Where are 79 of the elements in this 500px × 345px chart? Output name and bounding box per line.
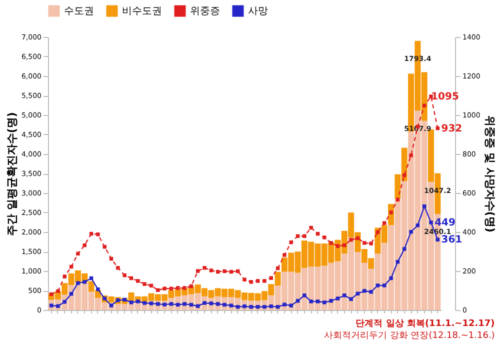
point (402, 247, 406, 251)
point (242, 278, 246, 282)
point (282, 253, 286, 257)
point (249, 280, 254, 284)
point (236, 305, 240, 309)
point (362, 241, 366, 245)
point (282, 302, 286, 306)
point (202, 266, 206, 270)
point (429, 220, 433, 224)
point (116, 266, 120, 270)
point (369, 290, 373, 294)
data-label: 1095 (431, 91, 459, 102)
point (409, 230, 413, 234)
point (322, 300, 326, 304)
point (96, 287, 100, 292)
point (336, 244, 340, 248)
point (196, 304, 200, 308)
point (109, 304, 114, 308)
point (349, 238, 353, 242)
point (269, 276, 274, 280)
point (349, 297, 353, 301)
point (389, 210, 393, 214)
point (302, 234, 306, 238)
legend-label: 수도권 (64, 6, 94, 17)
data-label: 932 (441, 123, 462, 134)
point (156, 288, 160, 292)
point (309, 226, 313, 230)
point (142, 301, 146, 305)
point (382, 221, 386, 225)
point (296, 234, 300, 238)
point (316, 300, 320, 304)
point (362, 289, 366, 293)
point (222, 269, 226, 274)
legend-label: 비수도권 (122, 6, 162, 17)
point (182, 286, 186, 290)
point (302, 294, 306, 298)
point (329, 241, 333, 245)
point (176, 286, 180, 290)
point (102, 244, 106, 249)
y2-axis-title: 위중증 및 사망자수(명) (483, 116, 496, 232)
point (136, 279, 140, 283)
point (162, 286, 166, 290)
point (169, 286, 174, 290)
legend-label: 사망 (248, 6, 268, 17)
point (196, 269, 200, 273)
point (96, 232, 100, 236)
point (409, 153, 413, 158)
text: 사회적거리두기 강화 연장(12.18.~1.16.) (324, 331, 495, 341)
point (289, 304, 293, 308)
point (309, 300, 313, 304)
point (382, 284, 386, 288)
point (322, 236, 326, 240)
point (336, 296, 340, 300)
point (436, 238, 440, 242)
y-axis-title: 주간 일평균확진자수(명) (5, 112, 18, 236)
point (82, 280, 87, 284)
point (122, 273, 126, 278)
point (369, 242, 373, 246)
point (356, 292, 360, 296)
point (256, 279, 260, 283)
point (329, 298, 333, 303)
legend-label: 위중증 (190, 6, 220, 17)
point (209, 268, 214, 272)
point (136, 300, 140, 304)
point (262, 279, 266, 283)
point (56, 289, 60, 293)
point (76, 281, 80, 285)
data-label: 361 (441, 234, 462, 246)
data-label: 449 (434, 217, 456, 228)
point (342, 294, 346, 298)
text: 단계적 일상 회복(11.1.~12.17) (356, 319, 495, 329)
point (389, 276, 393, 280)
point (276, 305, 280, 309)
point (129, 300, 134, 304)
point (142, 282, 146, 286)
point (376, 284, 380, 288)
point (342, 243, 346, 248)
point (76, 252, 80, 256)
point (62, 274, 67, 278)
